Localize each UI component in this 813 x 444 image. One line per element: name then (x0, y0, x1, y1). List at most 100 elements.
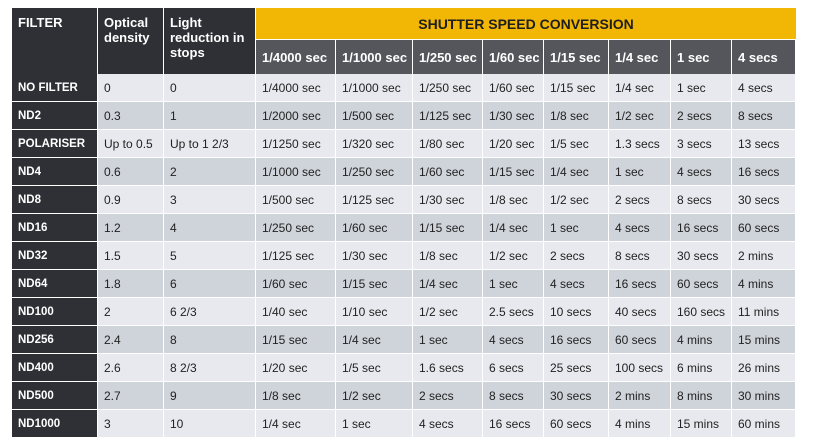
shutter-speed-cell: 1/1000 sec (336, 74, 413, 102)
shutter-speed-cell: 1/15 sec (256, 326, 336, 354)
shutter-speed-cell: 1/250 sec (413, 74, 483, 102)
shutter-speed-cell: 4 mins (671, 326, 732, 354)
shutter-speed-cell: 1/5 sec (544, 130, 609, 158)
shutter-speed-cell: 8 secs (609, 242, 671, 270)
shutter-speed-cell: 2 secs (671, 102, 732, 130)
header-speed-5: 1/4 sec (609, 40, 671, 74)
shutter-speed-cell: 1/40 sec (256, 298, 336, 326)
filter-name-cell: ND16 (12, 214, 98, 242)
shutter-speed-cell: 1/60 sec (483, 74, 544, 102)
shutter-speed-cell: 30 secs (671, 242, 732, 270)
shutter-speed-cell: 4 mins (609, 410, 671, 438)
shutter-speed-cell: 1/125 sec (336, 186, 413, 214)
optical-density-cell: 0 (98, 74, 164, 102)
table-row: ND32 1.5 5 1/125 sec 1/30 sec 1/8 sec 1/2 sec 2… (12, 242, 796, 270)
shutter-speed-cell: 1/15 sec (544, 74, 609, 102)
optical-density-cell: 0.9 (98, 186, 164, 214)
table-row: POLARISER Up to 0.5 Up to 1 2/3 1/1250 sec 1… (12, 130, 796, 158)
shutter-speed-cell: 1/4000 sec (256, 74, 336, 102)
light-reduction-cell: 5 (164, 242, 256, 270)
shutter-speed-cell: 1/60 sec (413, 158, 483, 186)
shutter-speed-cell: 1/1000 sec (256, 158, 336, 186)
shutter-speed-cell: 1/15 sec (483, 158, 544, 186)
light-reduction-cell: 3 (164, 186, 256, 214)
optical-density-cell: 1.2 (98, 214, 164, 242)
table-row: ND8 0.9 3 1/500 sec 1/125 sec 1/30 sec 1/8 sec… (12, 186, 796, 214)
shutter-speed-cell: 13 secs (732, 130, 796, 158)
light-reduction-cell: 1 (164, 102, 256, 130)
shutter-speed-cell: 30 mins (732, 382, 796, 410)
shutter-speed-cell: 1 sec (544, 214, 609, 242)
shutter-speed-cell: 1/320 sec (336, 130, 413, 158)
shutter-speed-cell: 1/8 sec (483, 186, 544, 214)
shutter-speed-cell: 1/20 sec (483, 130, 544, 158)
light-reduction-cell: 4 (164, 214, 256, 242)
shutter-speed-cell: 1/10 sec (336, 298, 413, 326)
shutter-speed-cell: 1/15 sec (413, 214, 483, 242)
table-row: ND400 2.6 8 2/3 1/20 sec 1/5 sec 1.6 secs 6 se… (12, 354, 796, 382)
optical-density-cell: 2.6 (98, 354, 164, 382)
shutter-speed-cell: 8 secs (732, 102, 796, 130)
shutter-speed-cell: 1/30 sec (336, 242, 413, 270)
shutter-speed-cell: 8 secs (483, 382, 544, 410)
filter-name-cell: ND2 (12, 102, 98, 130)
filter-name-cell: POLARISER (12, 130, 98, 158)
header-optical-density: Optical density (98, 8, 164, 74)
shutter-speed-cell: 1/2000 sec (256, 102, 336, 130)
header-speed-7: 4 secs (732, 40, 796, 74)
optical-density-cell: 0.6 (98, 158, 164, 186)
light-reduction-cell: 0 (164, 74, 256, 102)
shutter-speed-cell: 10 secs (544, 298, 609, 326)
shutter-speed-cell: 1/60 sec (336, 214, 413, 242)
shutter-speed-cell: 3 secs (671, 130, 732, 158)
shutter-speed-cell: 1.6 secs (413, 354, 483, 382)
light-reduction-cell: 8 (164, 326, 256, 354)
table-row: ND4 0.6 2 1/1000 sec 1/250 sec 1/60 sec 1/15 s… (12, 158, 796, 186)
shutter-speed-cell: 16 secs (544, 326, 609, 354)
table-row: ND1000 3 10 1/4 sec 1 sec 4 secs 16 secs 60 sec… (12, 410, 796, 438)
shutter-speed-cell: 100 secs (609, 354, 671, 382)
shutter-speed-cell: 1/250 sec (256, 214, 336, 242)
shutter-speed-cell: 8 secs (671, 186, 732, 214)
filter-name-cell: ND64 (12, 270, 98, 298)
table-row: ND500 2.7 9 1/8 sec 1/2 sec 2 secs 8 secs 30 se… (12, 382, 796, 410)
light-reduction-cell: 2 (164, 158, 256, 186)
filter-name-cell: ND400 (12, 354, 98, 382)
light-reduction-cell: 9 (164, 382, 256, 410)
filter-name-cell: ND32 (12, 242, 98, 270)
shutter-speed-cell: 60 secs (609, 326, 671, 354)
shutter-speed-cell: 40 secs (609, 298, 671, 326)
header-speed-4: 1/15 sec (544, 40, 609, 74)
shutter-speed-cell: 4 secs (483, 326, 544, 354)
shutter-speed-cell: 2 secs (544, 242, 609, 270)
shutter-speed-cell: 1/80 sec (413, 130, 483, 158)
optical-density-cell: 1.5 (98, 242, 164, 270)
optical-density-cell: Up to 0.5 (98, 130, 164, 158)
table-body: NO FILTER 0 0 1/4000 sec 1/1000 sec 1/250 sec… (12, 74, 796, 438)
header-speed-0: 1/4000 sec (256, 40, 336, 74)
optical-density-cell: 2.4 (98, 326, 164, 354)
shutter-speed-cell: 1/500 sec (256, 186, 336, 214)
shutter-speed-cell: 1/15 sec (336, 270, 413, 298)
shutter-speed-cell: 1/5 sec (336, 354, 413, 382)
shutter-speed-cell: 1/2 sec (544, 186, 609, 214)
header-speed-1: 1/1000 sec (336, 40, 413, 74)
shutter-speed-cell: 2 secs (413, 382, 483, 410)
shutter-speed-cell: 4 secs (671, 158, 732, 186)
shutter-speed-cell: 1 sec (336, 410, 413, 438)
table-row: ND256 2.4 8 1/15 sec 1/4 sec 1 sec 4 secs 16 se… (12, 326, 796, 354)
shutter-speed-cell: 1/1250 sec (256, 130, 336, 158)
filter-name-cell: ND256 (12, 326, 98, 354)
shutter-speed-cell: 4 secs (413, 410, 483, 438)
optical-density-cell: 2.7 (98, 382, 164, 410)
shutter-speed-cell: 6 secs (483, 354, 544, 382)
shutter-speed-cell: 1/4 sec (609, 74, 671, 102)
nd-filter-table-container: FILTER Optical density Light reduction i… (12, 8, 796, 438)
shutter-speed-cell: 160 secs (671, 298, 732, 326)
shutter-speed-cell: 16 secs (732, 158, 796, 186)
shutter-speed-cell: 1/4 sec (544, 158, 609, 186)
light-reduction-cell: 6 2/3 (164, 298, 256, 326)
shutter-speed-cell: 6 mins (671, 354, 732, 382)
shutter-speed-cell: 1/30 sec (483, 102, 544, 130)
header-shutter-speed-conversion: SHUTTER SPEED CONVERSION (256, 8, 796, 40)
